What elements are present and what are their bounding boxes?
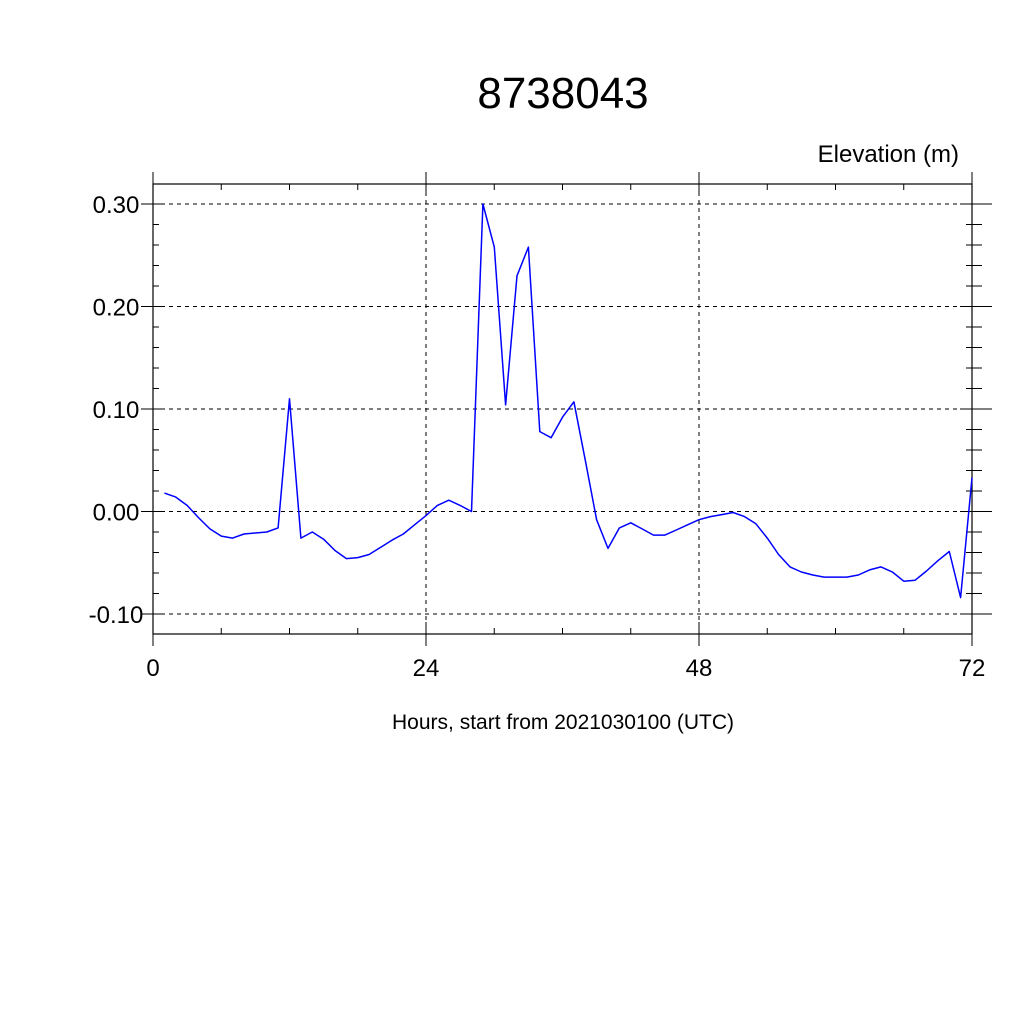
series-line <box>164 203 973 599</box>
x-tick-label: 24 <box>413 655 440 682</box>
grid-lines <box>153 184 972 634</box>
x-tick-label: 48 <box>686 655 713 682</box>
y-tick-label: -0.10 <box>89 602 144 629</box>
plot-frame <box>152 183 973 635</box>
chart-title: 8738043 <box>477 69 648 118</box>
tick-labels: -0.10 0.00 0.10 0.20 0.30 0 24 48 72 <box>89 192 986 682</box>
x-tick-label: 0 <box>146 655 159 682</box>
y-tick-label: 0.10 <box>93 397 140 424</box>
y-tick-label: 0.20 <box>93 295 140 322</box>
x-axis-label: Hours, start from 2021030100 (UTC) <box>392 711 734 734</box>
y-axis-label: Elevation (m) <box>818 141 959 168</box>
x-tick-label: 72 <box>959 655 986 682</box>
y-tick-label: 0.00 <box>93 500 140 527</box>
y-tick-label: 0.30 <box>93 192 140 219</box>
